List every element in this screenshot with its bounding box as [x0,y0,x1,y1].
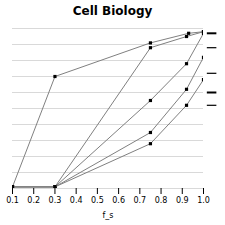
svg-text:0.7: 0.7 [133,196,146,205]
svg-text:0.8: 0.8 [155,196,168,205]
svg-text:0.9: 0.9 [176,196,189,205]
svg-text:0.3: 0.3 [49,196,62,205]
svg-text:0.4: 0.4 [70,196,83,205]
html-text:Cell Biology: Cell Biology [72,4,153,18]
svg-text:f_s: f_s [103,211,114,220]
svg-text:0.5: 0.5 [91,196,104,205]
svg-text:0.1: 0.1 [6,196,19,205]
svg-text:1.0: 1.0 [197,196,210,205]
svg-text:0.6: 0.6 [112,196,125,205]
svg-text:0.2: 0.2 [27,196,40,205]
